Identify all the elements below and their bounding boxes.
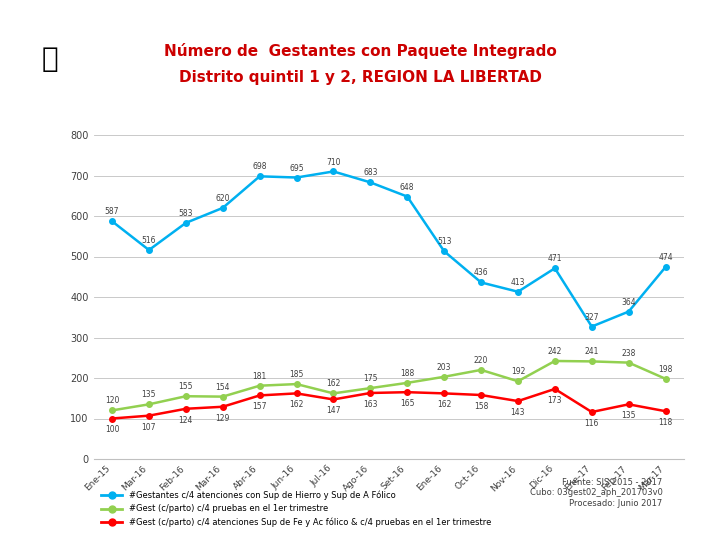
Text: 147: 147 — [326, 407, 341, 415]
Text: 118: 118 — [658, 418, 672, 427]
Text: 116: 116 — [585, 419, 599, 428]
Text: 364: 364 — [621, 298, 636, 307]
Text: 203: 203 — [437, 363, 451, 372]
Text: 198: 198 — [658, 365, 672, 374]
Text: Distrito quintil 1 y 2, REGION LA LIBERTAD: Distrito quintil 1 y 2, REGION LA LIBERT… — [179, 70, 541, 85]
Text: 124: 124 — [179, 416, 193, 424]
Text: 620: 620 — [215, 194, 230, 203]
Text: 513: 513 — [437, 237, 451, 246]
Text: 587: 587 — [105, 207, 120, 217]
Text: 188: 188 — [400, 369, 415, 378]
Text: 107: 107 — [142, 423, 156, 431]
Legend: #Gestantes c/4 atenciones con Sup de Hierro y Sup de A Fólico, #Gest (c/parto) c: #Gestantes c/4 atenciones con Sup de Hie… — [98, 488, 495, 530]
Text: 154: 154 — [215, 383, 230, 391]
Text: 413: 413 — [510, 278, 525, 287]
Text: 129: 129 — [215, 414, 230, 423]
Text: 242: 242 — [548, 347, 562, 356]
Text: 175: 175 — [363, 374, 377, 383]
Text: 162: 162 — [326, 380, 341, 388]
Text: 158: 158 — [474, 402, 488, 411]
Text: 683: 683 — [363, 168, 377, 178]
Text: 192: 192 — [510, 367, 525, 376]
Text: 698: 698 — [253, 163, 267, 171]
Text: 100: 100 — [105, 426, 120, 434]
Text: 436: 436 — [474, 268, 488, 278]
Text: 143: 143 — [510, 408, 525, 417]
Text: 163: 163 — [363, 400, 377, 409]
Text: 471: 471 — [548, 254, 562, 264]
Text: 🛡: 🛡 — [42, 45, 59, 73]
Text: 181: 181 — [253, 372, 267, 381]
Text: Número de  Gestantes con Paquete Integrado: Número de Gestantes con Paquete Integrad… — [163, 43, 557, 59]
Text: 583: 583 — [179, 209, 193, 218]
Text: 474: 474 — [658, 253, 673, 262]
Text: 238: 238 — [621, 349, 636, 357]
Text: 157: 157 — [253, 402, 267, 411]
Text: 220: 220 — [474, 356, 488, 365]
Text: 695: 695 — [289, 164, 304, 173]
Text: 185: 185 — [289, 370, 304, 379]
Text: 135: 135 — [142, 390, 156, 400]
Text: 327: 327 — [585, 313, 599, 322]
Text: 162: 162 — [437, 400, 451, 409]
Text: 155: 155 — [179, 382, 193, 392]
Text: 165: 165 — [400, 399, 415, 408]
Text: 120: 120 — [105, 396, 120, 406]
Text: 135: 135 — [621, 411, 636, 420]
Text: 173: 173 — [548, 396, 562, 405]
Text: 241: 241 — [585, 347, 599, 356]
Text: 162: 162 — [289, 400, 304, 409]
Text: 648: 648 — [400, 183, 415, 192]
Text: 516: 516 — [142, 236, 156, 245]
Text: 710: 710 — [326, 158, 341, 166]
Text: Fuente: SIS 2015 - 2017
Cubo: 03gest02_aph_201703v0
Procesado: Junio 2017: Fuente: SIS 2015 - 2017 Cubo: 03gest02_a… — [529, 478, 662, 508]
